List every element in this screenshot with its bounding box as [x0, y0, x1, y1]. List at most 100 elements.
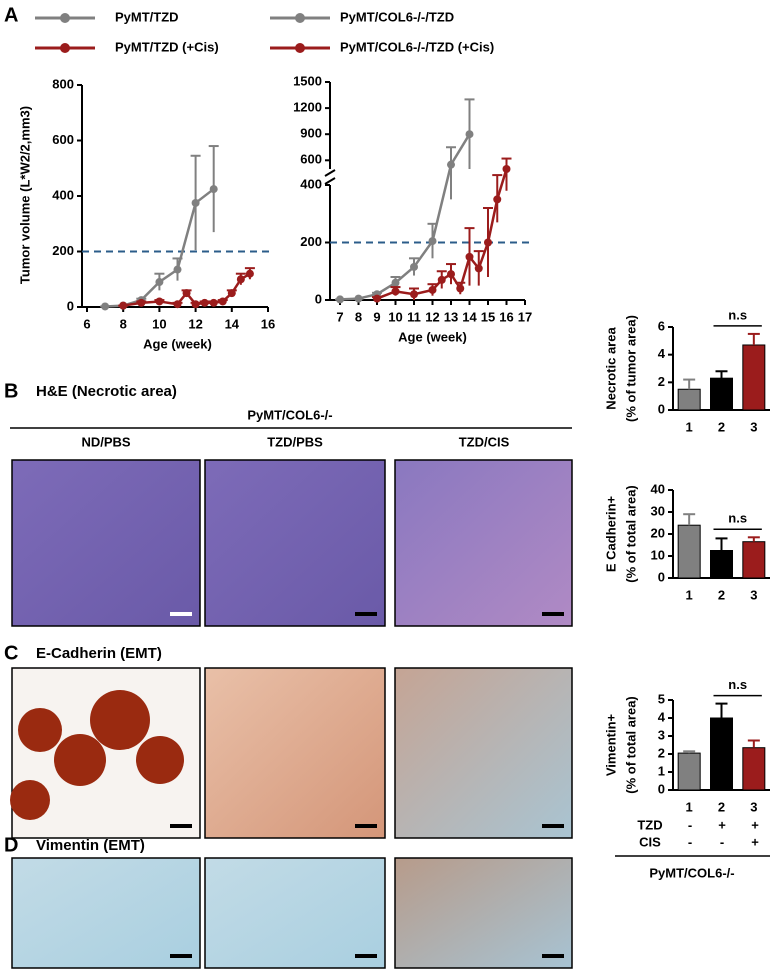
panel-label: C	[4, 642, 18, 664]
tissue	[10, 690, 184, 820]
y-tick-label: 1500	[293, 73, 322, 88]
table-cell: +	[718, 817, 726, 832]
point	[173, 265, 182, 274]
tissue-blob	[90, 690, 150, 750]
x-tick-label: 2	[718, 587, 725, 602]
x-tick-label: 1	[686, 587, 693, 602]
point	[245, 269, 254, 278]
x-tick-label: 8	[120, 316, 127, 331]
x-tick-label: 7	[336, 309, 343, 324]
legend-label: PyMT/COL6-/-/TZD	[340, 9, 454, 24]
point	[354, 294, 363, 303]
point	[410, 262, 418, 271]
y-tick-label: 3	[658, 727, 665, 742]
y-tick-label: 5	[658, 691, 665, 706]
y-tick-label: 800	[52, 76, 74, 91]
y-tick-label: 0	[315, 291, 322, 306]
point	[465, 130, 474, 139]
point	[119, 301, 128, 310]
table-cell: -	[688, 834, 692, 849]
y-tick-label: 20	[651, 525, 665, 540]
table-cell: -	[720, 834, 724, 849]
y-tick-label: 6	[658, 318, 665, 333]
micrograph	[11, 857, 201, 969]
point	[373, 294, 381, 303]
x-tick-label: 10	[388, 309, 402, 324]
y-tick-label: 30	[651, 503, 665, 518]
y-tick-label: 200	[52, 243, 74, 258]
panel-label: A	[4, 4, 18, 26]
x-axis-label: Age (week)	[398, 329, 467, 344]
bar	[742, 344, 766, 411]
y-axis-label: Tumor volume (L*W2/2,mm3)	[17, 106, 32, 284]
point	[218, 297, 227, 306]
y-tick-label: 400	[52, 187, 74, 202]
x-tick-label: 14	[462, 309, 477, 324]
y-tick-label: 0	[658, 401, 665, 416]
axis-break	[324, 177, 336, 185]
scale-bars	[170, 612, 564, 958]
table-cell: CIS	[639, 834, 661, 849]
panel-title: Vimentin (EMT)	[36, 837, 145, 854]
y-axis-label: (% of total area)	[623, 696, 638, 794]
point	[236, 275, 245, 284]
y-tick-label: 400	[300, 176, 322, 191]
annotation: n.s	[728, 307, 747, 322]
micrograph	[394, 857, 573, 969]
legend-label: PyMT/TZD (+Cis)	[115, 39, 219, 54]
table-cell: +	[751, 834, 759, 849]
annotation: n.s	[728, 677, 747, 692]
panel-label: D	[4, 834, 18, 856]
legend-label: PyMT/TZD	[115, 9, 179, 24]
micrograph	[204, 667, 386, 839]
y-tick-label: 10	[651, 547, 665, 562]
y-tick-label: 600	[300, 152, 322, 167]
annotation: n.s	[728, 511, 747, 526]
axis-break	[324, 169, 336, 177]
point	[155, 278, 164, 287]
point	[227, 289, 236, 298]
point	[493, 195, 502, 204]
y-tick-label: 1	[658, 763, 665, 778]
x-tick-label: 1	[686, 799, 693, 814]
y-tick-label: 200	[300, 234, 322, 249]
legend-label: PyMT/COL6-/-/TZD (+Cis)	[340, 39, 494, 54]
x-tick-label: 8	[355, 309, 362, 324]
y-tick-label: 4	[658, 709, 666, 724]
point	[101, 302, 110, 311]
tissue-blob	[54, 734, 106, 786]
y-tick-label: 0	[67, 298, 74, 313]
x-tick-label: 16	[261, 316, 275, 331]
x-tick-label: 15	[481, 309, 495, 324]
x-tick-label: 1	[686, 419, 693, 434]
x-axis-label: Age (week)	[143, 336, 212, 351]
point	[391, 278, 400, 287]
bar	[677, 524, 701, 579]
group-header: PyMT/COL6-/-	[247, 407, 332, 422]
point	[447, 270, 455, 279]
point	[447, 160, 455, 169]
point	[437, 275, 446, 284]
y-tick-label: 1200	[293, 100, 322, 115]
x-tick-label: 3	[750, 587, 757, 602]
x-tick-label: 2	[718, 799, 725, 814]
x-tick-label: 3	[750, 799, 757, 814]
micrograph	[204, 459, 386, 627]
micrographs	[11, 459, 573, 969]
point	[137, 298, 146, 307]
micrograph	[394, 667, 573, 839]
bar	[710, 377, 733, 411]
legend-marker	[295, 13, 305, 23]
bar	[710, 550, 733, 579]
x-tick-label: 9	[373, 309, 380, 324]
point	[465, 252, 474, 261]
legend-marker	[60, 43, 70, 53]
bar	[742, 747, 766, 791]
point	[474, 264, 483, 273]
legend-marker	[295, 43, 305, 53]
legend-marker	[60, 13, 70, 23]
point	[155, 297, 164, 306]
bar	[742, 541, 766, 579]
micrograph	[394, 459, 573, 627]
